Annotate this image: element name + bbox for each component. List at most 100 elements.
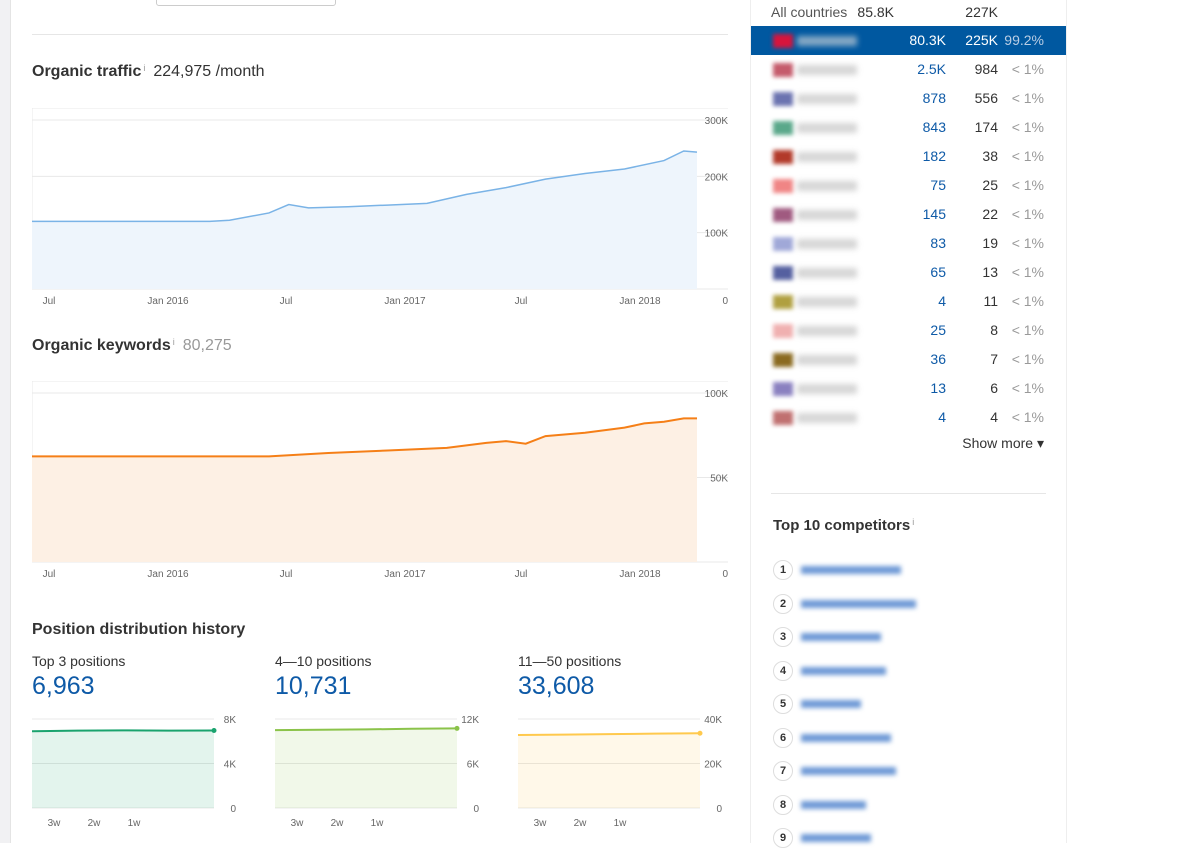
country-name-blurred xyxy=(797,65,857,75)
country-keywords[interactable]: 4 xyxy=(938,409,946,425)
country-row[interactable]: 2.5K 984 < 1% xyxy=(751,55,1066,84)
country-row[interactable]: 13 6 < 1% xyxy=(751,374,1066,403)
country-row-all[interactable]: All countries 85.8K 227K xyxy=(751,0,1066,26)
y-tick-label: 12K xyxy=(461,715,479,726)
competitor-item[interactable]: 1 xyxy=(773,560,901,584)
x-tick-label: 1w xyxy=(128,818,142,829)
country-row[interactable]: 145 22 < 1% xyxy=(751,200,1066,229)
competitor-link-blurred[interactable] xyxy=(801,633,881,641)
country-traffic: 38 xyxy=(982,148,998,164)
country-name-blurred xyxy=(797,297,857,307)
country-row[interactable]: 4 11 < 1% xyxy=(751,287,1066,316)
country-keywords[interactable]: 843 xyxy=(923,119,946,135)
info-icon[interactable]: i xyxy=(173,337,175,347)
country-row[interactable]: 25 8 < 1% xyxy=(751,316,1066,345)
country-flag-icon xyxy=(773,63,793,77)
country-row[interactable]: 80.3K 225K 99.2% xyxy=(751,26,1066,55)
competitor-link-blurred[interactable] xyxy=(801,767,896,775)
y-tick-label: 40K xyxy=(704,715,722,726)
country-flag-icon xyxy=(773,353,793,367)
info-icon[interactable]: i xyxy=(912,517,914,527)
country-keywords[interactable]: 75 xyxy=(930,177,946,193)
country-name-blurred xyxy=(797,152,857,162)
country-name-blurred xyxy=(797,326,857,336)
country-traffic: 7 xyxy=(990,351,998,367)
y-tick-label: 8K xyxy=(224,715,237,726)
country-keywords[interactable]: 2.5K xyxy=(917,61,946,77)
country-keywords[interactable]: 145 xyxy=(923,206,946,222)
competitor-item[interactable]: 7 xyxy=(773,761,896,785)
x-tick-label: 3w xyxy=(534,818,548,829)
country-row[interactable]: 878 556 < 1% xyxy=(751,84,1066,113)
competitor-rank: 2 xyxy=(773,594,793,614)
country-row[interactable]: 36 7 < 1% xyxy=(751,345,1066,374)
competitor-link-blurred[interactable] xyxy=(801,834,871,842)
competitor-link-blurred[interactable] xyxy=(801,600,916,608)
country-flag-icon xyxy=(773,179,793,193)
country-keywords[interactable]: 182 xyxy=(923,148,946,164)
competitor-item[interactable]: 8 xyxy=(773,795,866,819)
country-row[interactable]: 65 13 < 1% xyxy=(751,258,1066,287)
competitor-item[interactable]: 9 xyxy=(773,828,871,852)
competitor-link-blurred[interactable] xyxy=(801,566,901,574)
country-row[interactable]: 182 38 < 1% xyxy=(751,142,1066,171)
competitor-item[interactable]: 5 xyxy=(773,694,861,718)
country-traffic: 25 xyxy=(982,177,998,193)
country-name-blurred xyxy=(797,413,857,423)
info-icon[interactable]: i xyxy=(143,63,145,73)
country-share: < 1% xyxy=(1012,293,1044,309)
competitor-link-blurred[interactable] xyxy=(801,801,866,809)
country-flag-icon xyxy=(773,121,793,135)
country-flag-icon xyxy=(773,150,793,164)
country-traffic: 13 xyxy=(982,264,998,280)
country-flag-icon xyxy=(773,266,793,280)
country-keywords[interactable]: 4 xyxy=(938,293,946,309)
competitor-item[interactable]: 4 xyxy=(773,661,886,685)
y-tick-label: 50K xyxy=(710,474,728,485)
competitor-link-blurred[interactable] xyxy=(801,734,891,742)
country-traffic: 4 xyxy=(990,409,998,425)
country-row[interactable]: 843 174 < 1% xyxy=(751,113,1066,142)
competitor-item[interactable]: 6 xyxy=(773,728,891,752)
country-row[interactable]: 4 4 < 1% xyxy=(751,403,1066,432)
country-traffic: 984 xyxy=(975,61,998,77)
country-keywords[interactable]: 65 xyxy=(930,264,946,280)
country-name-blurred xyxy=(797,210,857,220)
country-keywords[interactable]: 25 xyxy=(930,322,946,338)
country-keywords[interactable]: 13 xyxy=(930,380,946,396)
y-tick-label: 200K xyxy=(705,172,729,183)
y-tick-label: 0 xyxy=(230,804,236,815)
x-tick-label: 1w xyxy=(371,818,385,829)
country-row[interactable]: 75 25 < 1% xyxy=(751,171,1066,200)
x-tick-label: Jul xyxy=(280,296,293,307)
country-keywords[interactable]: 80.3K xyxy=(909,32,946,48)
x-tick-label: 1w xyxy=(614,818,628,829)
country-keywords[interactable]: 878 xyxy=(923,90,946,106)
competitor-item[interactable]: 2 xyxy=(773,594,916,618)
country-keywords[interactable]: 83 xyxy=(930,235,946,251)
y-tick-label: 100K xyxy=(705,389,729,400)
y-tick-label: 4K xyxy=(224,760,237,771)
competitor-item[interactable]: 3 xyxy=(773,627,881,651)
competitor-link-blurred[interactable] xyxy=(801,700,861,708)
show-more-button[interactable]: Show more ▾ xyxy=(962,435,1044,452)
y-tick-label: 0 xyxy=(716,804,722,815)
country-flag-icon xyxy=(773,237,793,251)
y-tick-label: 0 xyxy=(722,296,728,307)
series-line xyxy=(32,730,214,731)
area-fill xyxy=(275,728,457,808)
competitor-rank: 1 xyxy=(773,560,793,580)
country-keywords[interactable]: 36 xyxy=(930,351,946,367)
divider xyxy=(32,34,728,35)
position-group-value: 6,963 xyxy=(32,672,95,701)
x-tick-label: 2w xyxy=(574,818,588,829)
country-row[interactable]: 83 19 < 1% xyxy=(751,229,1066,258)
country-share: < 1% xyxy=(1012,351,1044,367)
country-share: 99.2% xyxy=(1004,32,1044,48)
filter-dropdown[interactable] xyxy=(156,0,336,6)
country-share: < 1% xyxy=(1012,90,1044,106)
competitor-link-blurred[interactable] xyxy=(801,667,886,675)
